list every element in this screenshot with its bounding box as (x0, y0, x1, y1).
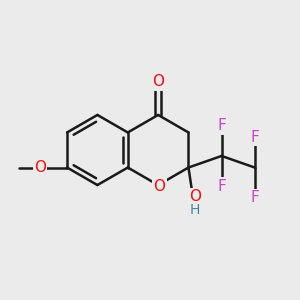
Text: F: F (217, 178, 226, 194)
Text: O: O (34, 160, 46, 175)
Text: O: O (189, 189, 201, 204)
Text: F: F (217, 118, 226, 133)
Text: H: H (190, 203, 200, 217)
Text: F: F (250, 190, 259, 205)
Text: O: O (154, 179, 166, 194)
Text: O: O (152, 74, 164, 89)
Text: F: F (250, 130, 259, 145)
